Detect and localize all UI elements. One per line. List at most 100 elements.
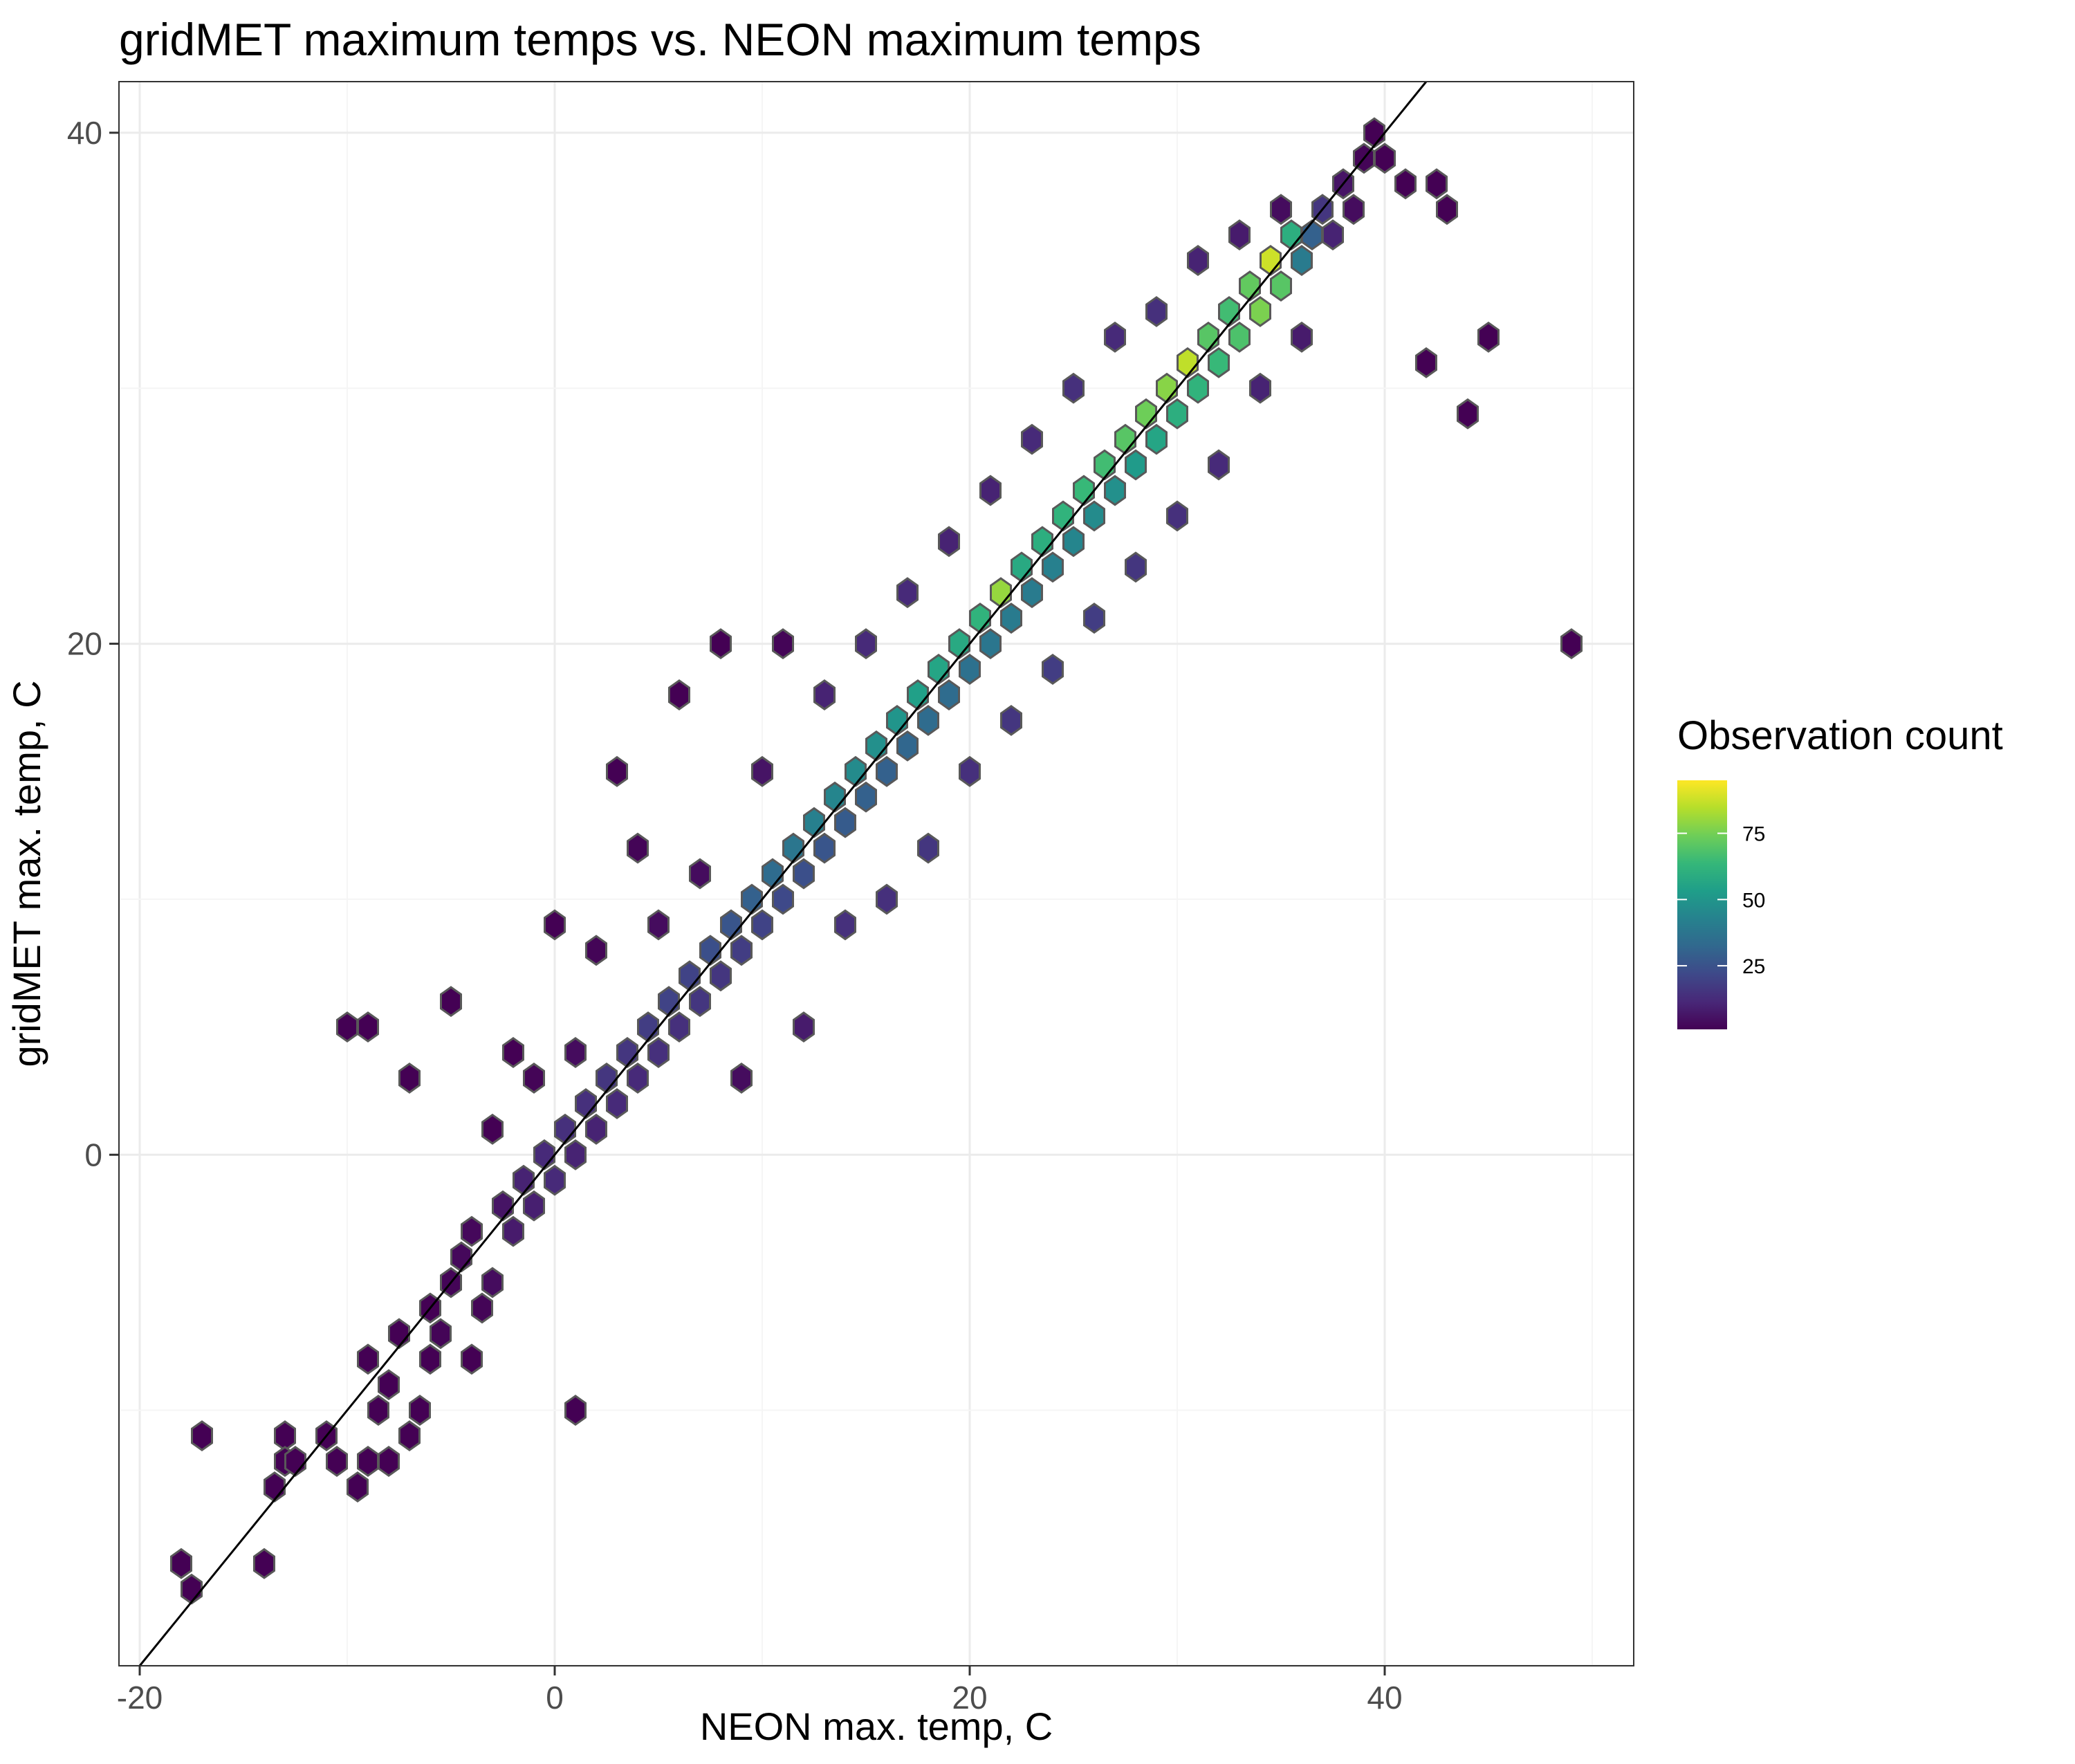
hexbin-cell (969, 603, 991, 634)
hexbin-cell (1135, 398, 1157, 430)
hexbin-cell (1011, 551, 1033, 583)
hexbin-cell (1145, 423, 1168, 455)
hexbin-cell (907, 679, 929, 710)
legend-ticks: 25 50 75 (1677, 823, 1765, 978)
hexbin-cell (689, 986, 711, 1018)
hexbin-cell (803, 807, 825, 838)
hexbin-cell (865, 730, 887, 762)
hexbin-cell (1270, 270, 1292, 302)
hexbin-cell (564, 1139, 587, 1170)
hexbin-cell (730, 1063, 753, 1094)
legend-colorbar (1677, 780, 1727, 1029)
hexbin-cell (1042, 551, 1064, 583)
hexbin-cell (689, 858, 711, 890)
hexbin-cell (1083, 603, 1105, 634)
hexbin-cell (772, 883, 794, 915)
hexbin-cell (1062, 372, 1085, 404)
identity-reference-line (138, 81, 1428, 1666)
hexbin-cell (1156, 372, 1178, 404)
hexbin-cell (1457, 398, 1479, 430)
hexbin-cell (793, 1011, 815, 1043)
hexbin-cell (419, 1343, 441, 1375)
hexbin-cell (523, 1190, 545, 1222)
chart-title: gridMET maximum temps vs. NEON maximum t… (119, 14, 1201, 65)
hexbin-cell (1363, 117, 1385, 149)
hexbin-cell (1145, 295, 1168, 327)
hexbin-cell (813, 832, 836, 864)
y-axis-title: gridMET max. temp, C (5, 680, 48, 1067)
hexbin-cell (181, 1573, 203, 1605)
hexbin-cell (1301, 219, 1323, 251)
hexbin-cell (471, 1292, 493, 1324)
x-axis-title: NEON max. temp, C (700, 1705, 1053, 1748)
plot-background (119, 82, 1634, 1666)
hexbin-cell (253, 1547, 275, 1579)
hexbin-cell (440, 986, 462, 1018)
hexbin-cell (876, 883, 898, 915)
plot-area (118, 81, 1634, 1667)
hexbin-cell (917, 704, 939, 736)
plot-border (118, 81, 1634, 1666)
hexbin-cell (990, 577, 1012, 609)
hexbin-cell (481, 1113, 504, 1145)
hexbin-cell (1187, 245, 1209, 277)
hexbin-cell (813, 679, 836, 710)
hexbin-cell (513, 1164, 535, 1196)
hexbin-cell (1104, 475, 1126, 506)
hexbin-cell (1073, 475, 1095, 506)
hexbin-cell (855, 781, 877, 813)
hexbin-cell (959, 755, 981, 787)
hexbin-cell (1560, 628, 1583, 660)
hexbin-cell (917, 832, 939, 864)
x-tick-label: 20 (952, 1680, 987, 1716)
hexbin-cell (647, 909, 670, 941)
hexbin-cell (668, 1011, 690, 1043)
hexbin-cell (1218, 295, 1240, 327)
hexbin-cell (1094, 449, 1116, 481)
hexbin-cell (1000, 704, 1022, 736)
hexbin-cell (1477, 321, 1500, 353)
y-tick-label: 20 (67, 626, 102, 662)
hexbin-cell (834, 807, 856, 838)
hexbin-cell (1374, 143, 1396, 174)
hexbin-cell (1343, 194, 1365, 226)
legend-tick-label: 50 (1742, 889, 1765, 912)
hexbin-cell (896, 730, 919, 762)
hexbin-cell (938, 679, 960, 710)
hexbin-cell (388, 1318, 410, 1350)
hexbin-cell (502, 1215, 524, 1247)
hexbin-cell (284, 1446, 306, 1477)
legend-tick-label: 75 (1742, 823, 1765, 846)
x-axis: -20 0 20 40 (117, 1666, 1403, 1716)
hexbin-cell (1394, 168, 1417, 200)
hexbin-cell (585, 1113, 607, 1145)
hexbin-cell (585, 935, 607, 966)
hexbin-cell (1280, 219, 1302, 251)
hexbin-cell (1062, 526, 1085, 558)
hexbin-cell (430, 1318, 452, 1350)
hexbin-cell (1042, 654, 1064, 685)
hexbin-cell (1114, 423, 1136, 455)
hexbin-cell (762, 858, 784, 890)
hexbin-cell (326, 1446, 348, 1477)
x-tick-label: 0 (546, 1680, 564, 1716)
hexbin-cell (886, 704, 908, 736)
hexbin-cell (564, 1395, 587, 1426)
hexbin-cell (1031, 526, 1053, 558)
hexbin-cell (564, 1037, 587, 1069)
hexbin-cell (928, 654, 950, 685)
hexbin-cell (710, 960, 732, 992)
hexbin-cell (606, 1087, 628, 1119)
hexbin-cell (357, 1446, 379, 1477)
hexbin-cell (938, 526, 960, 558)
hexbin-cell (1322, 219, 1344, 251)
hexbin-cell (1291, 321, 1313, 353)
hexbin-cell (554, 1113, 576, 1145)
hexbin-cell (616, 1037, 638, 1069)
hexbin-cell (357, 1343, 379, 1375)
hexbin-cell (845, 755, 867, 787)
hexbin-cell (606, 755, 628, 787)
hexbin-cell (1436, 194, 1458, 226)
hexbin-cell (948, 628, 970, 660)
hexbin-cell (502, 1037, 524, 1069)
